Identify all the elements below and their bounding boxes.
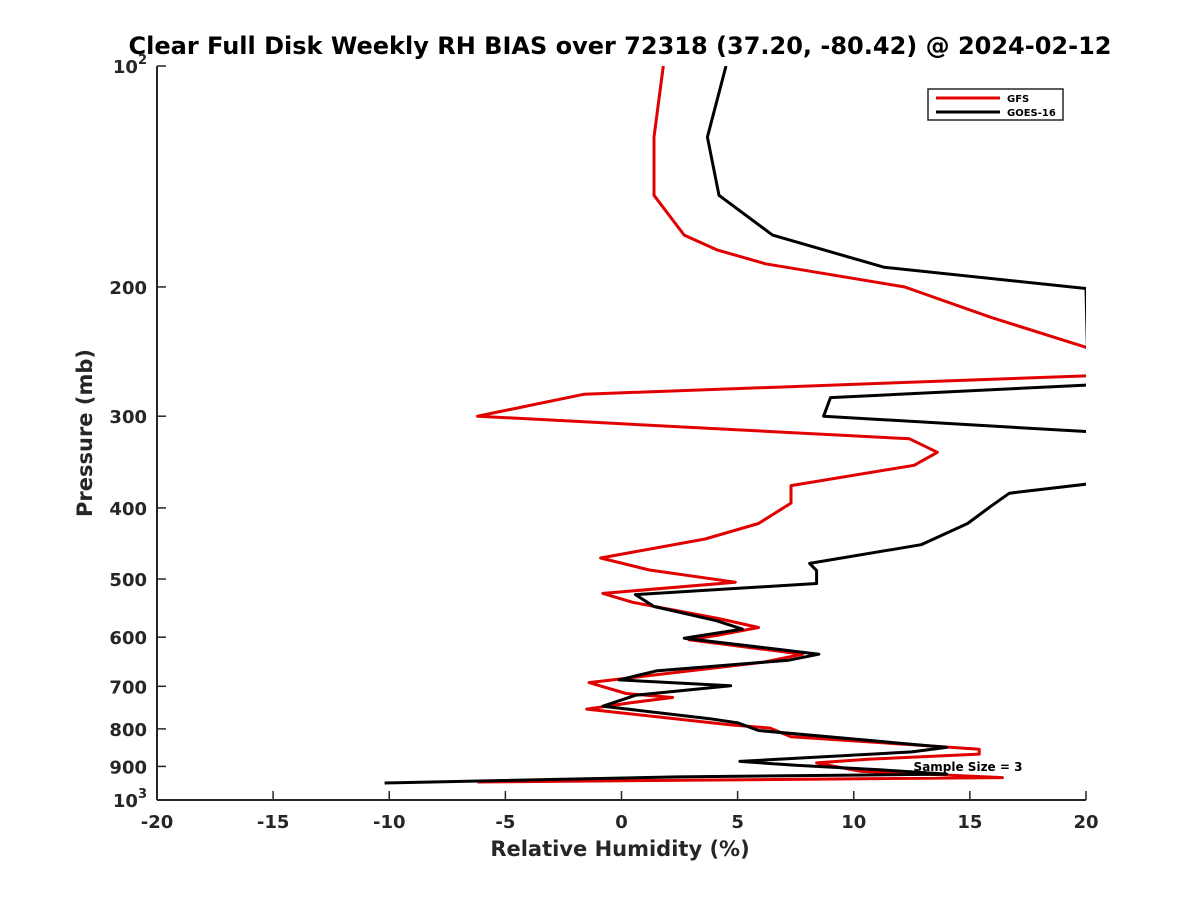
y-tick-label: 800 (109, 720, 147, 741)
sample-size-annotation: Sample Size = 3 (914, 760, 1023, 774)
y-tick-label: 400 (109, 499, 147, 520)
x-tick-label: 0 (615, 812, 628, 833)
x-tick-label: 10 (841, 812, 866, 833)
x-tick-label: -15 (257, 812, 290, 833)
chart-title: Clear Full Disk Weekly RH BIAS over 7231… (129, 32, 1112, 60)
series-line-goes-16 (384, 66, 1086, 785)
y-tick-label: 103 (113, 787, 147, 812)
x-axis-label: Relative Humidity (%) (490, 837, 749, 861)
y-tick-label: 600 (109, 628, 147, 649)
y-tick-label: 300 (109, 407, 147, 428)
x-tick-label: 20 (1073, 812, 1098, 833)
x-tick-label: 15 (957, 812, 982, 833)
legend: GFS GOES-16 (927, 88, 1064, 121)
y-tick-label: 900 (109, 757, 147, 778)
y-tick-label: 200 (109, 278, 147, 299)
series-line-gfs (476, 66, 1086, 784)
y-tick-label: 700 (109, 677, 147, 698)
legend-label-goes-16: GOES-16 (1007, 108, 1056, 119)
x-tick-label: -20 (141, 812, 174, 833)
y-tick-label: 102 (113, 53, 147, 78)
x-tick-label: 5 (731, 812, 744, 833)
y-axis-label: Pressure (mb) (73, 349, 97, 517)
legend-box (927, 88, 1064, 121)
x-tick-label: -5 (495, 812, 515, 833)
legend-label-gfs: GFS (1007, 94, 1029, 105)
y-tick-label: 500 (109, 570, 147, 591)
x-tick-label: -10 (373, 812, 406, 833)
